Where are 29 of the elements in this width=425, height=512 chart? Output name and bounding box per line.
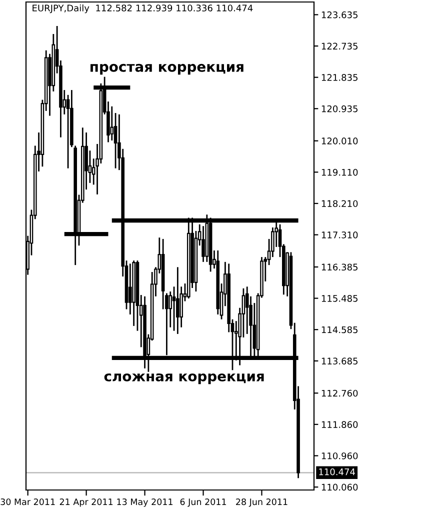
x-tick-label: 30 Mar 2011 (0, 498, 55, 506)
y-tick-label: 123.635 (322, 11, 358, 18)
annotation: простая коррекция (90, 64, 244, 75)
y-tick-label: 120.935 (322, 105, 358, 112)
y-tick-label: 122.735 (322, 42, 358, 50)
x-tick-label: 28 Jun 2011 (236, 498, 288, 507)
ref-line-label: 110.474 (319, 468, 355, 476)
y-tick-label: 113.685 (322, 358, 358, 364)
candlestick (128, 264, 132, 314)
y-tick-label: 117.310 (322, 232, 358, 238)
candlestick (176, 267, 180, 334)
x-tick-label: 21 Apr 2011 (60, 498, 113, 507)
y-tick-label: 115.485 (322, 295, 358, 302)
x-tick-label: 13 May 2011 (117, 498, 172, 507)
y-tick-label: 121.835 (322, 74, 358, 81)
x-tick-label: 6 Jun 2011 (180, 498, 226, 507)
y-tick-label: 110.060 (322, 484, 358, 491)
chart-title: EURJPY,Daily 112.582 112.939 110.336 110.474 (32, 4, 253, 14)
candlestick (202, 226, 205, 262)
y-tick-label: 119.110 (322, 168, 358, 176)
y-tick-label: 116.385 (322, 264, 358, 271)
y-tick-label: 110.960 (322, 452, 358, 460)
annotation: сложная коррекция (104, 373, 264, 384)
y-tick-label: 112.760 (322, 390, 358, 397)
y-tick-label: 118.210 (322, 200, 358, 208)
y-tick-label: 111.860 (322, 421, 358, 428)
candlestick (110, 106, 114, 140)
y-tick-label: 120.010 (322, 138, 358, 144)
y-tick-label: 114.585 (322, 326, 358, 334)
